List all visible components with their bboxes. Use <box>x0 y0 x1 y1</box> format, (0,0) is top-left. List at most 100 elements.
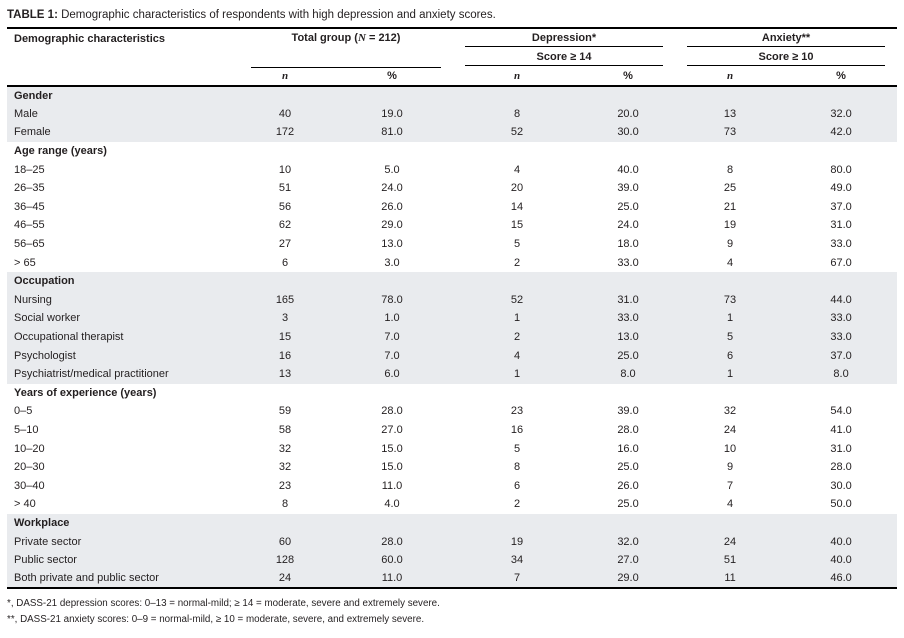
cell-value: 39.0 <box>617 405 639 418</box>
cell-value: 30.0 <box>830 479 852 492</box>
cell-value: 1 <box>675 364 786 384</box>
cell-value: 78.0 <box>331 290 454 310</box>
demographics-table: Demographic characteristics Total group … <box>7 27 898 590</box>
column-group-anxiety: Anxiety** <box>675 28 897 49</box>
cell-value: 26.0 <box>381 200 403 213</box>
cell-value: 15 <box>239 327 331 347</box>
row-label: Private sector <box>7 532 239 551</box>
cell-value: 59 <box>278 405 292 418</box>
row-label: 36–45 <box>14 200 45 213</box>
footnote-depression: *, DASS-21 depression scores: 0–13 = nor… <box>7 598 440 610</box>
table-row: Female 172 81.0 52 30.0 73 42.0 <box>7 123 898 142</box>
anxiety-score-threshold: Score ≥ 10 <box>675 49 897 68</box>
cell-value: 31.0 <box>830 442 852 455</box>
cell-value: 11.0 <box>331 569 454 590</box>
table-row: Private sector 60 28.0 19 32.0 24 40.0 <box>7 532 898 551</box>
cell-value: 3.0 <box>384 256 400 269</box>
row-label: Social worker <box>7 309 239 328</box>
cell-value: 60.0 <box>331 550 454 570</box>
footnote-anxiety: **, DASS-21 anxiety scores: 0–9 = normal… <box>7 614 425 626</box>
cell-value: 2 <box>453 327 582 347</box>
cell-value: 10 <box>278 163 292 176</box>
table-title: TABLE 1: Demographic characteristics of … <box>7 8 897 22</box>
table-row: 36–45 56 26.0 14 25.0 21 37.0 <box>7 198 897 217</box>
cell-value: 25.0 <box>581 346 676 365</box>
cell-value: 28.0 <box>617 423 639 436</box>
cell-value: 19 <box>453 532 582 551</box>
section-header: Workplace <box>7 513 898 533</box>
unit-header-n: n <box>453 68 582 87</box>
row-label: 26–35 <box>14 182 45 195</box>
cell-value: 37.0 <box>830 200 852 213</box>
cell-value: 24 <box>239 569 331 590</box>
cell-value: 25 <box>723 182 737 195</box>
row-label: 46–55 <box>14 219 45 232</box>
cell-value: 33.0 <box>617 256 639 269</box>
cell-value: 4 <box>453 346 582 365</box>
column-group-total: Total group (N = 212) <box>239 28 453 68</box>
cell-value: 34 <box>453 550 582 570</box>
section-header: Years of experience (years) <box>14 386 157 399</box>
cell-value: 21 <box>723 200 737 213</box>
cell-value: 33.0 <box>785 309 898 328</box>
cell-value: 8.0 <box>785 364 898 384</box>
cell-value: 23 <box>278 479 292 492</box>
cell-value: 32.0 <box>785 104 898 124</box>
cell-value: 29.0 <box>581 569 676 590</box>
cell-value: 80.0 <box>830 163 852 176</box>
cell-value: 8 <box>453 104 582 124</box>
cell-value: 2 <box>513 498 521 511</box>
cell-value: 16 <box>510 423 524 436</box>
cell-value: 25.0 <box>617 200 639 213</box>
table-row: 56–65 27 13.0 5 18.0 9 33.0 <box>7 235 897 254</box>
cell-value: 58 <box>278 423 292 436</box>
cell-value: 52 <box>453 290 582 310</box>
cell-value: 6 <box>281 256 289 269</box>
table-caption: Demographic characteristics of responden… <box>57 9 496 21</box>
column-group-depression: Depression* <box>453 28 675 49</box>
cell-value: 7.0 <box>331 327 454 347</box>
row-label: 0–5 <box>14 405 33 418</box>
cell-value: 44.0 <box>785 290 898 310</box>
column-header-demographic: Demographic characteristics <box>7 28 239 87</box>
section-header: Occupation <box>7 271 898 291</box>
cell-value: 73 <box>675 123 786 142</box>
cell-value: 15.0 <box>381 461 403 474</box>
cell-value: 23 <box>510 405 524 418</box>
cell-value: 128 <box>239 550 331 570</box>
cell-value: 19 <box>723 219 737 232</box>
table-row: 20–30 32 15.0 8 25.0 9 28.0 <box>7 458 897 477</box>
cell-value: 4.0 <box>384 498 400 511</box>
cell-value: 3 <box>239 309 331 328</box>
cell-value: 32 <box>278 461 292 474</box>
cell-value: 26.0 <box>617 479 639 492</box>
cell-value: 16.0 <box>617 442 639 455</box>
table-row: > 65 6 3.0 2 33.0 4 67.0 <box>7 253 897 272</box>
cell-value: 81.0 <box>331 123 454 142</box>
unit-header-n: n <box>239 68 331 87</box>
cell-value: 28.0 <box>830 461 852 474</box>
cell-value: 9 <box>726 238 734 251</box>
cell-value: 5 <box>513 442 521 455</box>
cell-value: 31.0 <box>581 290 676 310</box>
cell-value: 27 <box>278 238 292 251</box>
cell-value: 15 <box>510 219 524 232</box>
row-label: Both private and public sector <box>7 569 239 590</box>
cell-value: 4 <box>726 256 734 269</box>
cell-value: 33.0 <box>581 309 676 328</box>
unit-header-pct: % <box>581 68 676 87</box>
section-header-row: Gender <box>7 86 898 105</box>
depression-score-threshold: Score ≥ 14 <box>453 49 675 68</box>
row-label: Psychiatrist/medical practitioner <box>7 364 239 384</box>
cell-value: 18.0 <box>617 238 639 251</box>
table-row: 30–40 23 11.0 6 26.0 7 30.0 <box>7 476 897 495</box>
unit-header-pct: % <box>785 68 898 87</box>
cell-value: 40.0 <box>785 550 898 570</box>
cell-value: 29.0 <box>381 219 403 232</box>
row-label: Psychologist <box>7 346 239 365</box>
table-row: Occupational therapist 15 7.0 2 13.0 5 33.0 <box>7 327 898 347</box>
cell-value: 24.0 <box>381 182 403 195</box>
cell-value: 1 <box>453 309 582 328</box>
cell-value: 5.0 <box>384 163 400 176</box>
table-row: Nursing 165 78.0 52 31.0 73 44.0 <box>7 290 898 310</box>
